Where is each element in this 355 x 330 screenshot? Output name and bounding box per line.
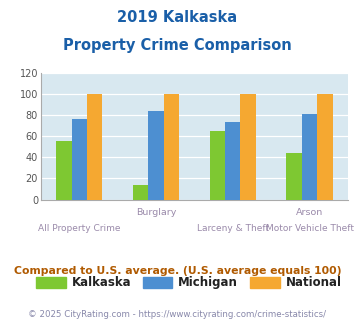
Bar	[72, 119, 87, 200]
Text: 2019 Kalkaska: 2019 Kalkaska	[118, 10, 237, 25]
Bar	[225, 122, 240, 200]
Bar	[56, 142, 72, 200]
Bar	[87, 94, 102, 200]
Bar	[148, 111, 164, 200]
Bar	[133, 185, 148, 200]
Bar	[210, 131, 225, 200]
Text: Compared to U.S. average. (U.S. average equals 100): Compared to U.S. average. (U.S. average …	[14, 266, 341, 276]
Text: Larceny & Theft: Larceny & Theft	[197, 224, 269, 233]
Bar	[317, 94, 333, 200]
Bar	[164, 94, 179, 200]
Text: Motor Vehicle Theft: Motor Vehicle Theft	[266, 224, 354, 233]
Text: All Property Crime: All Property Crime	[38, 224, 120, 233]
Bar	[302, 114, 317, 200]
Bar	[240, 94, 256, 200]
Text: © 2025 CityRating.com - https://www.cityrating.com/crime-statistics/: © 2025 CityRating.com - https://www.city…	[28, 310, 327, 318]
Text: Arson: Arson	[296, 208, 323, 217]
Legend: Kalkaska, Michigan, National: Kalkaska, Michigan, National	[31, 272, 346, 294]
Text: Property Crime Comparison: Property Crime Comparison	[63, 38, 292, 53]
Bar	[286, 153, 302, 200]
Text: Burglary: Burglary	[136, 208, 176, 217]
